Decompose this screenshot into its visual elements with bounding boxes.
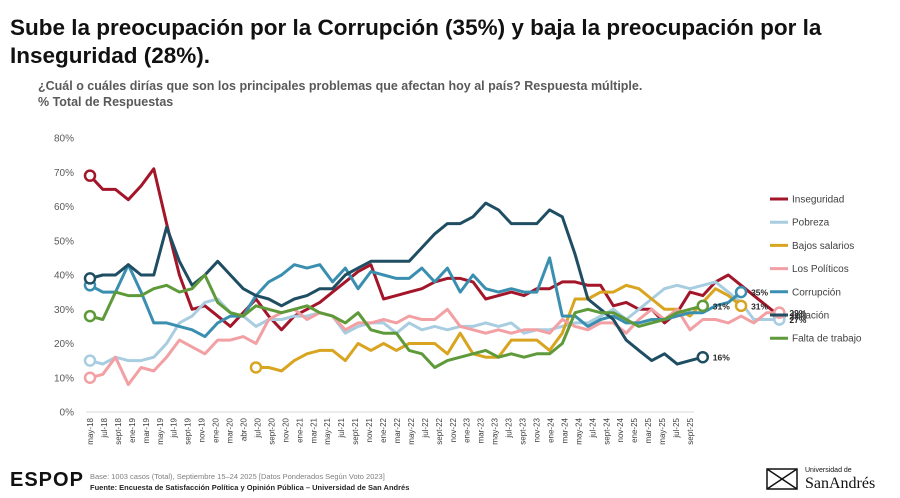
x-tick-label: ene-23 (463, 417, 472, 442)
series-start-marker (249, 361, 263, 374)
x-tick-label: may-21 (323, 417, 332, 444)
x-tick-label: nov-22 (449, 417, 458, 442)
x-tick-label: jul-22 (421, 417, 430, 438)
series-start-marker (83, 272, 97, 285)
series-line-los-políticos (88, 307, 781, 387)
chart-base-label: % Total de Respuestas (38, 95, 174, 109)
x-tick-label: ene-20 (212, 417, 221, 442)
series-end-label: 35% (751, 288, 768, 298)
series-line-pobreza (88, 280, 781, 366)
legend-label: Falta de trabajo (792, 334, 862, 345)
line-chart: 0% 10% 20% 30% 40% 50% 60% 70% 80% may-18 jul-18 se… (54, 134, 862, 445)
x-tick-label: mar-20 (226, 417, 235, 443)
x-tick-label: abr-20 (239, 417, 248, 441)
x-tick-label: ene-21 (295, 417, 304, 442)
y-tick-label: 60% (54, 202, 74, 213)
y-tick-label: 70% (54, 168, 74, 179)
x-tick-label: sept-18 (114, 417, 123, 444)
x-tick-label: jul-19 (170, 417, 179, 438)
x-tick-label: mar-21 (309, 417, 318, 443)
x-tick-label: sept-25 (686, 417, 695, 444)
x-tick-label: nov-20 (281, 417, 290, 442)
series-start-marker (83, 309, 97, 323)
series-end-label: 16% (713, 353, 730, 363)
x-tick-label: ene-25 (630, 417, 639, 442)
series-end-marker (734, 299, 748, 313)
legend-label: Inseguridad (792, 195, 844, 206)
x-tick-label: sept-19 (184, 417, 193, 444)
series-start-marker (83, 169, 97, 182)
x-tick-label: may-18 (86, 417, 95, 444)
x-tick-label: nov-19 (198, 417, 207, 442)
y-tick-label: 50% (54, 236, 74, 247)
legend-label: Inflación (792, 311, 829, 322)
legend-label: Pobreza (792, 218, 830, 229)
x-tick-label: nov-24 (616, 417, 625, 442)
x-tick-label: jul-20 (253, 417, 262, 438)
legend-label: Corrupción (792, 287, 841, 298)
series-end-label: 31% (713, 301, 730, 311)
y-tick-label: 80% (54, 134, 74, 145)
x-tick-label: may-24 (574, 417, 583, 444)
x-tick-label: nov-21 (365, 417, 374, 442)
x-tick-label: nov-23 (533, 417, 542, 442)
footer-source: Fuente: Encuesta de Satisfacción Polític… (90, 483, 410, 492)
series-end-marker (734, 285, 748, 299)
y-tick-label: 10% (54, 373, 74, 384)
chart-question: ¿Cuál o cuáles dirías que son los princi… (38, 79, 643, 93)
x-tick-label: jul-24 (588, 417, 597, 438)
x-tick-label: sept-24 (602, 417, 611, 444)
y-tick-label: 30% (54, 305, 74, 316)
x-tick-label: ene-24 (546, 417, 555, 442)
series-line-falta-de-trabajo (88, 273, 705, 369)
x-tick-label: ene-22 (379, 417, 388, 442)
series-start-marker (83, 354, 97, 367)
x-tick-label: sept-22 (435, 417, 444, 444)
x-tick-label: jul-21 (337, 417, 346, 438)
series-line-inseguridad (88, 167, 781, 332)
udesa-logo: Universidad de SanAndrés (765, 465, 895, 493)
x-tick-label: jul-25 (672, 417, 681, 438)
x-tick-label: mar-19 (142, 417, 151, 443)
x-tick-label: mar-23 (477, 417, 486, 443)
y-tick-label: 0% (60, 408, 75, 419)
series-line-inflación (88, 201, 705, 366)
series-start-marker (83, 371, 97, 384)
x-tick-label: sept-23 (519, 417, 528, 444)
x-tick-label: may-19 (156, 417, 165, 444)
footer-base: Base: 1003 casos (Total), Septiembre 15–… (90, 472, 385, 481)
series-end-marker (696, 299, 710, 313)
x-tick-label: sept-21 (351, 417, 360, 444)
x-tick-label: jul-23 (505, 417, 514, 438)
x-tick-label: may-25 (658, 417, 667, 444)
chart-title: Sube la preocupación por la Corrupción (… (10, 15, 822, 68)
x-tick-label: mar-22 (393, 417, 402, 443)
udesa-logo-big: SanAndrés (805, 475, 876, 492)
x-tick-label: mar-25 (644, 417, 653, 443)
series-end-label: 31% (751, 301, 768, 311)
y-tick-label: 20% (54, 339, 74, 350)
x-tick-label: jul-18 (100, 417, 109, 438)
legend-label: Los Políticos (792, 264, 849, 275)
udesa-crest-icon (766, 468, 798, 490)
espop-logo: ESPOP (10, 469, 84, 492)
x-tick-label: sept-20 (267, 417, 276, 444)
udesa-logo-small: Universidad de (805, 467, 852, 474)
x-tick-label: mar-24 (560, 417, 569, 443)
x-tick-label: may-23 (491, 417, 500, 444)
espop-logo-text: ESPOP (10, 469, 84, 491)
legend-label: Bajos salarios (792, 241, 854, 252)
x-tick-label: may-22 (407, 417, 416, 444)
series-end-marker (696, 350, 710, 364)
x-tick-label: ene-19 (128, 417, 137, 442)
y-tick-label: 40% (54, 271, 74, 282)
series-end-label: 29% (789, 308, 806, 318)
series-end-label: 28% (789, 312, 806, 322)
series-end-label: 27% (789, 315, 806, 325)
